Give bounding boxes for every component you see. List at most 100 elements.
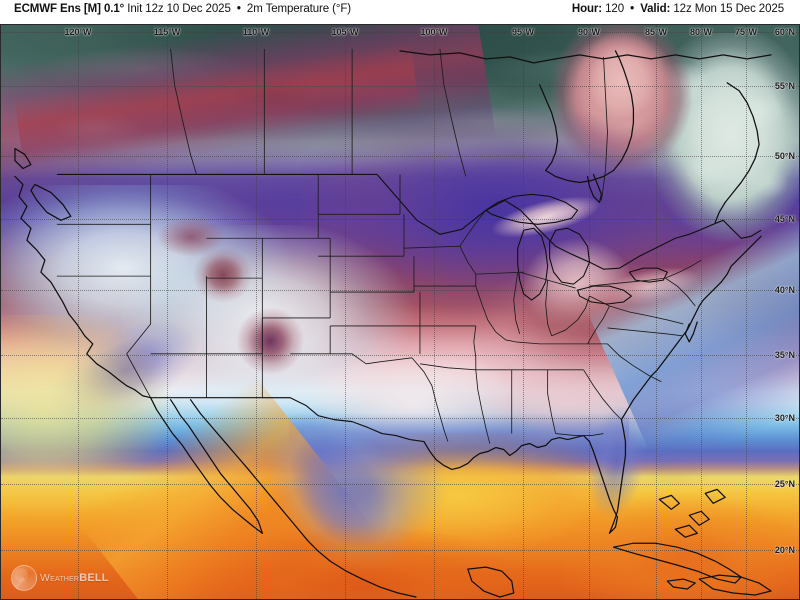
lat-tick-50: 50°N: [774, 151, 795, 161]
coastline-jamaica: [666, 578, 696, 590]
state-border-in-oh: [545, 280, 553, 337]
border-canada-us-northeast: [699, 219, 762, 239]
coastline-texas-gulf: [423, 440, 489, 471]
lon-tick-100: 100°W: [420, 27, 448, 37]
coastline-pacific-northwest: [14, 175, 70, 315]
coastline-baja-east: [169, 399, 263, 534]
coastline-cuba: [612, 542, 742, 584]
header-separator-1: •: [236, 3, 241, 15]
southern-mexico-hot: [181, 525, 541, 599]
lake-erie-outline: [577, 285, 632, 305]
lat-tick-30: 30°N: [774, 413, 795, 423]
lon-tick-105: 105°W: [331, 27, 359, 37]
lat-tick-60: 60°N: [774, 27, 795, 37]
coastline-james-bay: [586, 173, 603, 204]
geography-overlay: [14, 48, 772, 598]
hour-label: Hour:: [571, 3, 603, 15]
field-name: 2m Temperature (°F): [246, 3, 352, 15]
lon-tick-90: 90°W: [577, 27, 601, 37]
state-border-wi-il: [475, 271, 524, 275]
header-separator-2: •: [630, 3, 635, 15]
coastline-vancouver-island: [30, 183, 72, 221]
field-noise-overlay: [1, 25, 799, 599]
state-border-mn-wi: [459, 210, 487, 247]
state-border-ok-tx: [330, 353, 413, 365]
swirl-logo-icon: [11, 565, 37, 591]
lat-tick-35: 35°N: [774, 350, 795, 360]
lon-tick-85: 85°W: [644, 27, 668, 37]
lake-superior-outline: [485, 193, 579, 225]
lon-tick-115: 115°W: [153, 27, 181, 37]
lat-tick-25: 25°N: [774, 479, 795, 489]
coastline-florida-west: [582, 434, 619, 534]
coastline-hudson-bay-east: [612, 50, 635, 172]
border-canada-us-lakes: [376, 174, 700, 270]
lat-tick-40: 40°N: [774, 285, 795, 295]
state-border-la-ms: [475, 369, 491, 444]
state-border-ny-ne: [665, 259, 702, 279]
coastline-arctic-north: [399, 50, 772, 64]
state-border-ga-fl: [555, 433, 604, 436]
state-border-ky-va-wv: [587, 305, 610, 345]
lon-tick-120: 120°W: [64, 27, 92, 37]
model-name: ECMWF Ens [M] 0.1°: [14, 3, 125, 15]
state-border-sc-nc: [607, 343, 662, 383]
lat-tick-55: 55°N: [774, 81, 795, 91]
lat-tick-45: 45°N: [774, 214, 795, 224]
lon-tick-110: 110°W: [242, 27, 270, 37]
state-border-ca-nv-az: [126, 276, 152, 398]
state-border-mi-oh-in: [519, 271, 576, 289]
lon-tick-75: 75°W: [734, 27, 758, 37]
province-border-mb-on: [439, 48, 467, 177]
state-border-ky-tn: [515, 341, 608, 345]
lake-huron-outline: [549, 227, 591, 285]
state-border-wa-or: [56, 220, 152, 225]
valid-value: 12z Mon 15 Dec 2025: [673, 3, 784, 15]
watermark-text: WeatherBELL: [40, 571, 109, 584]
temperature-map[interactable]: 120°W 115°W 110°W 105°W 100°W 95°W 90°W …: [0, 24, 800, 600]
chesapeake-delaware-bays: [684, 321, 698, 343]
init-time: Init 12z 10 Dec 2025: [127, 3, 231, 15]
header-right-text: Hour: 120 • Valid: 12z Mon 15 Dec 2025: [572, 3, 784, 15]
state-border-pa-ny: [589, 277, 666, 287]
coastline-bahamas: [658, 488, 726, 538]
coastline-mexico-pacific-south: [329, 560, 417, 598]
lake-michigan-outline: [517, 227, 549, 301]
state-border-ar-ms: [473, 325, 477, 370]
coastline-yucatan: [467, 566, 515, 598]
temperature-raster: 120°W 115°W 110°W 105°W 100°W 95°W 90°W …: [1, 25, 799, 599]
coastline-gulf-california-east: [189, 399, 331, 562]
province-border-bc-ab: [170, 48, 197, 175]
header-left-text: ECMWF Ens [M] 0.1° Init 12z 10 Dec 2025 …: [14, 3, 351, 15]
coastline-hispaniola: [698, 574, 772, 596]
coastline-hudson-bay-south: [545, 169, 615, 184]
valid-label: Valid:: [640, 3, 671, 15]
lon-tick-80: 80°W: [689, 27, 713, 37]
lake-ontario-outline: [628, 267, 668, 283]
province-border-on-qc: [601, 56, 608, 201]
state-border-mo-il-ky: [475, 285, 516, 343]
coastline-louisiana-gulf: [487, 434, 585, 457]
hour-value: 120: [605, 3, 625, 15]
state-border-nc-va: [607, 327, 684, 337]
chart-header: ECMWF Ens [M] 0.1° Init 12z 10 Dec 2025 …: [0, 0, 800, 24]
caribbean-hot: [561, 493, 799, 599]
watermark-weather: Weather: [40, 571, 80, 584]
coastline-hudson-bay-west: [539, 84, 559, 172]
coastline-newengland: [720, 235, 762, 283]
state-border-pa-md-va: [589, 295, 684, 325]
coastline-midatlantic: [674, 281, 722, 347]
coastline-baja-west: [150, 397, 263, 534]
coastline-labrador-atlantic: [714, 82, 760, 223]
rockies-cold-core-colorado: [229, 301, 315, 381]
lon-tick-95: 95°W: [511, 27, 535, 37]
border-us-mexico: [150, 397, 425, 443]
state-border-il-in: [513, 272, 521, 335]
state-border-ok-tx-panhandle: [290, 325, 331, 355]
watermark-bell: BELL: [79, 571, 109, 584]
state-border-ny-pa-nj: [665, 277, 696, 307]
state-border-nm-tx: [261, 317, 291, 399]
coastline-haida-gwaii: [14, 147, 32, 170]
state-border-tx-la: [411, 357, 449, 442]
